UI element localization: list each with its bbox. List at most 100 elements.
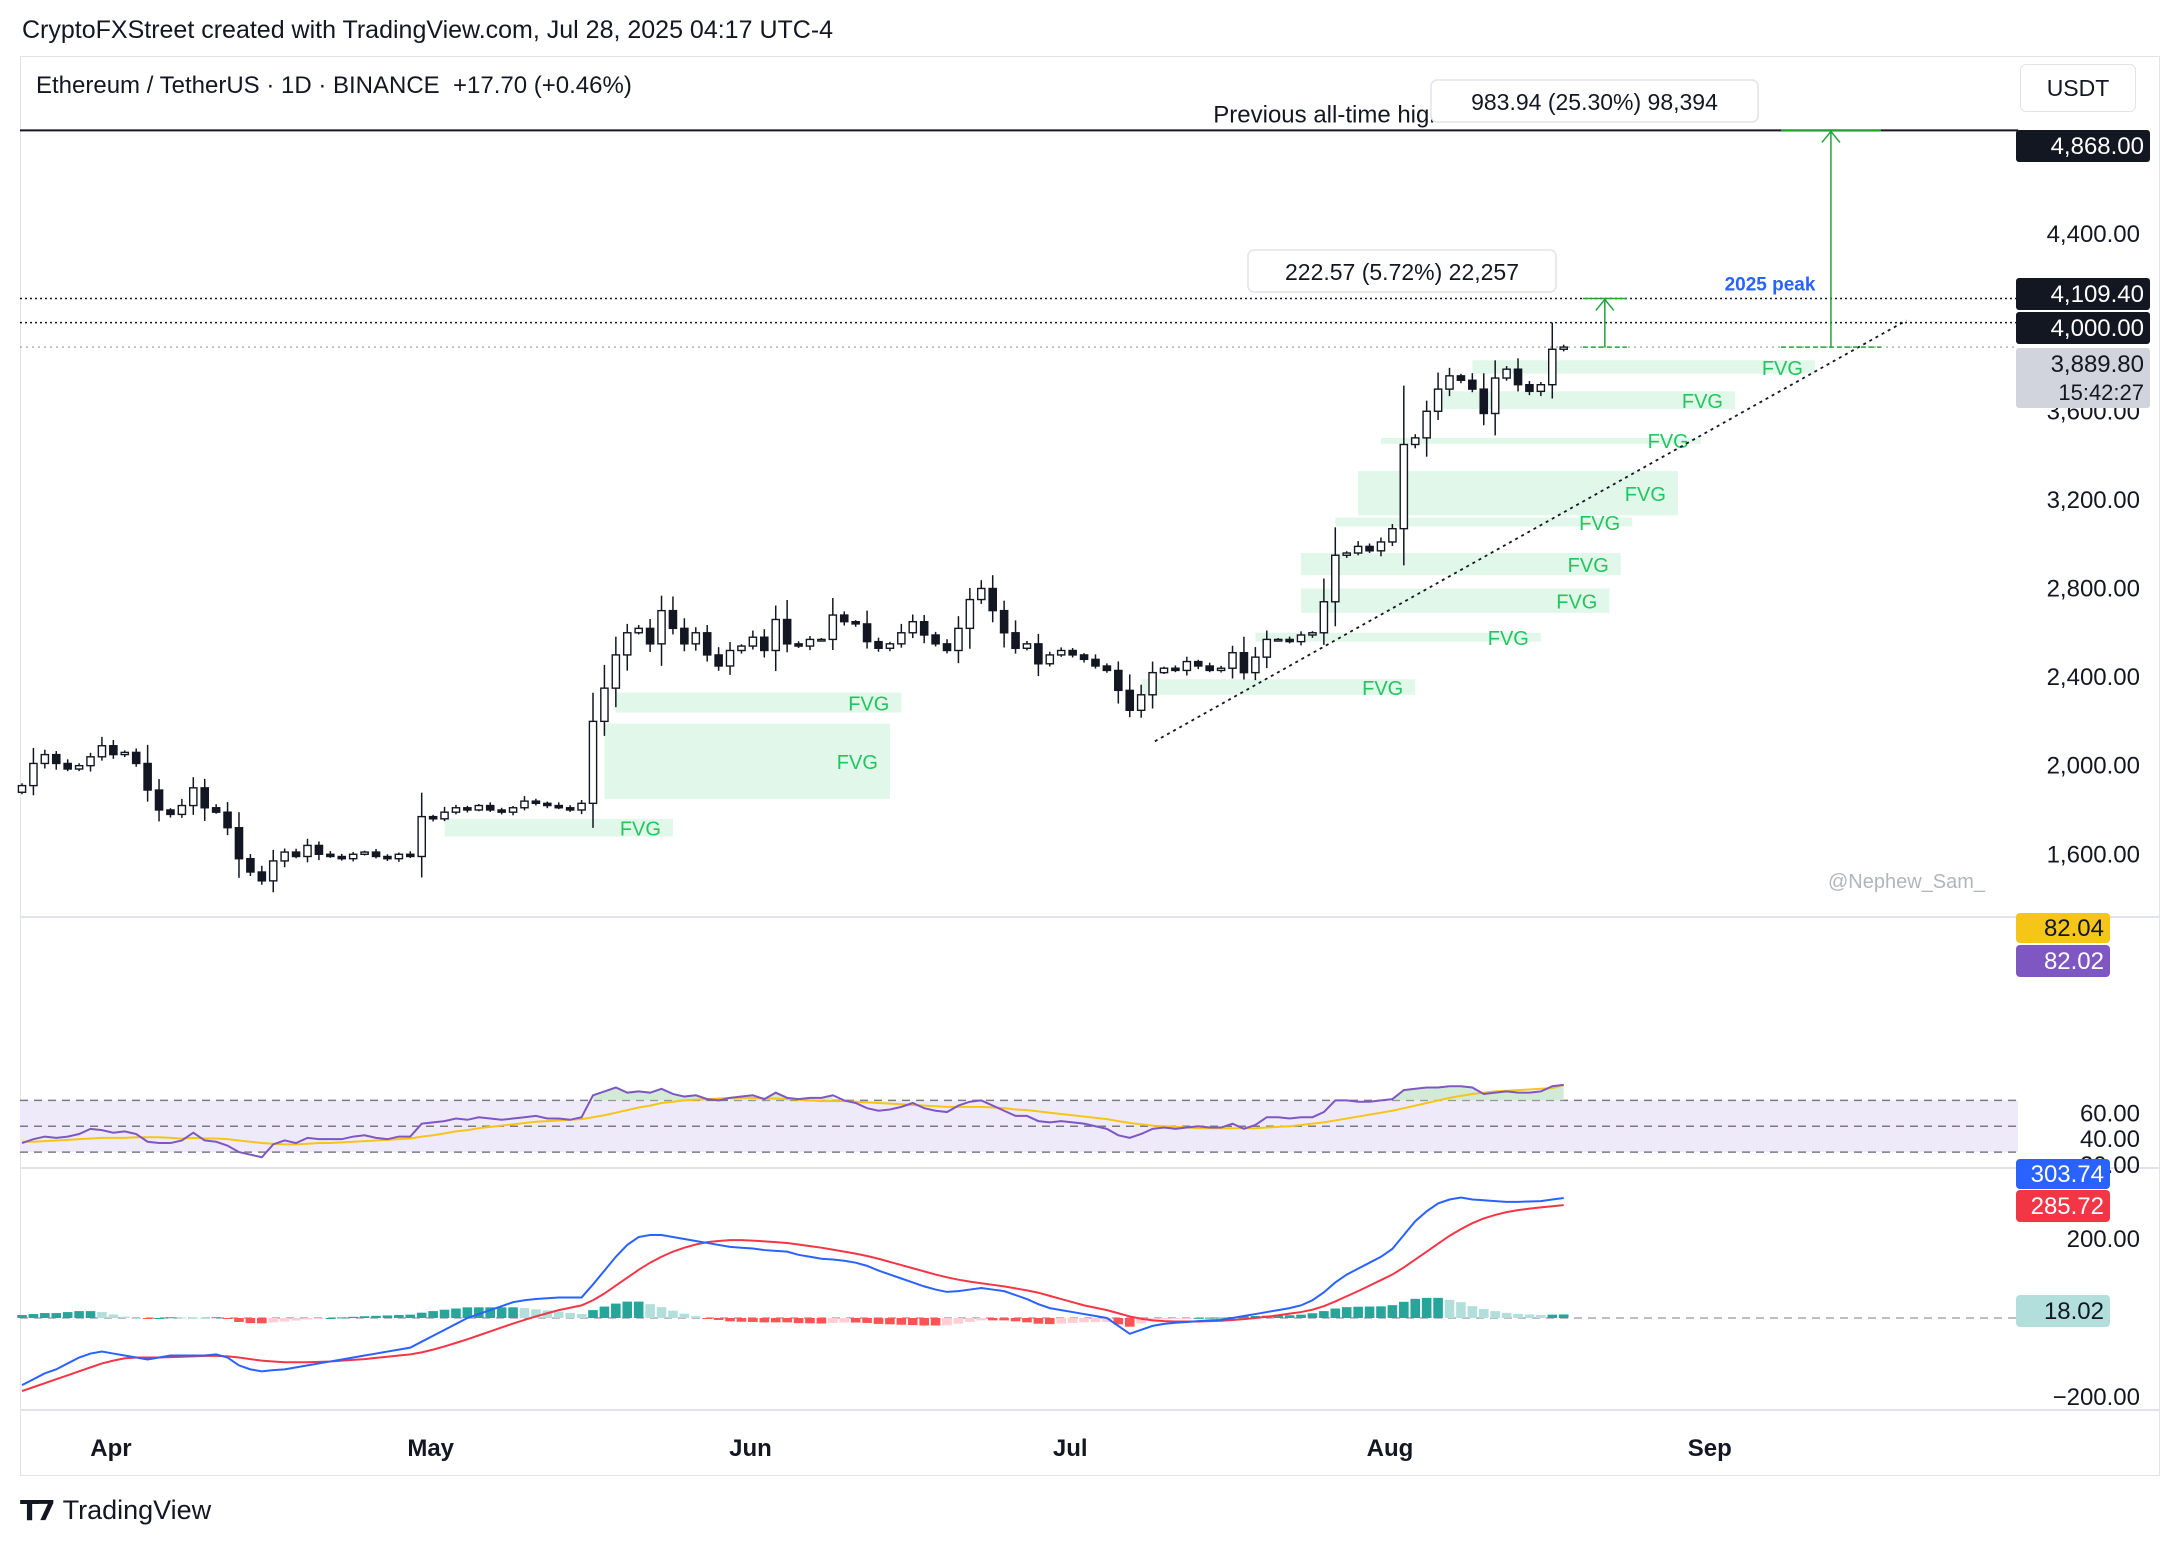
candle-body-down [1525, 383, 1534, 393]
candle-body-down [554, 804, 564, 809]
macd-histogram-bar [1182, 1318, 1192, 1319]
macd-histogram-bar [268, 1318, 279, 1323]
badge-rsi: 82.02 [2016, 945, 2110, 977]
candle-body-down [1193, 660, 1203, 667]
candle [611, 636, 621, 708]
fvg-rect [1472, 360, 1815, 374]
candle [497, 807, 506, 815]
macd-histogram-bar [588, 1310, 598, 1318]
candle-body-down [760, 636, 769, 652]
candle-body-down [565, 807, 575, 811]
candle-body-up [954, 627, 963, 652]
candle [223, 802, 232, 836]
macd-histogram-bar [165, 1317, 176, 1319]
fvg-zone: FVG [1301, 553, 1621, 577]
macd-histogram-bar [279, 1318, 290, 1322]
candle-body-down [782, 618, 792, 645]
candle [1159, 666, 1169, 674]
candle-body-up [817, 638, 826, 642]
candle-body-down [371, 851, 381, 858]
candle-body-up [1262, 638, 1272, 658]
candle [897, 623, 906, 648]
candle-body-down [234, 826, 244, 860]
candle-body-up [1342, 552, 1352, 556]
candle [1114, 661, 1123, 704]
fvg-rect [1255, 632, 1541, 642]
macd-histogram-bar [28, 1314, 39, 1318]
currency-button[interactable]: USDT [2020, 64, 2136, 112]
candle-body-down [1125, 689, 1135, 711]
macd-histogram-bar [119, 1316, 130, 1318]
candle [348, 852, 358, 862]
candle [1342, 551, 1352, 558]
candle-body-up [1022, 643, 1032, 649]
ath-label: Previous all-time high [1213, 101, 1442, 128]
macd-histogram-bar [1284, 1315, 1295, 1318]
ascending-trendline [1154, 319, 1907, 743]
macd-histogram-bar [576, 1314, 587, 1318]
fvg-label: FVG [1568, 555, 1609, 577]
macd-histogram-bar [828, 1318, 838, 1323]
macd-histogram-bar [85, 1311, 96, 1318]
footer-brand[interactable]: T7 TradingView [20, 1494, 211, 1527]
candle-body-down [326, 853, 335, 858]
candle [1479, 373, 1489, 426]
candle [1102, 663, 1112, 673]
macd-histogram-bar [1558, 1314, 1569, 1318]
macd-histogram-bar [1079, 1318, 1089, 1323]
candle [177, 798, 187, 818]
rsi-tick-label: 40.00 [2080, 1126, 2140, 1153]
macd-histogram-bar [314, 1318, 324, 1319]
macd-histogram-bar [1113, 1318, 1124, 1325]
candle-body-up [897, 632, 906, 645]
fvg-rect [615, 692, 902, 713]
macd-histogram-bar [839, 1318, 850, 1323]
candle-body-up [120, 751, 130, 756]
fvg-zone: FVG [1301, 588, 1610, 614]
fvg-label: FVG [848, 694, 889, 716]
badge-rsi-ma-text: 82.04 [2044, 915, 2104, 942]
badge-last-price-text: 3,889.80 [2051, 351, 2144, 378]
symbol-name[interactable]: Ethereum / TetherUS · 1D · BINANCE [36, 72, 440, 99]
fvg-label: FVG [620, 819, 661, 841]
badge-rsi-ma: 82.04 [2016, 913, 2110, 943]
macd-histogram-bar [1056, 1318, 1067, 1324]
symbol-legend[interactable]: Ethereum / TetherUS · 1D · BINANCE +17.7… [36, 72, 632, 100]
candle [976, 580, 986, 604]
macd-histogram-bar [108, 1314, 119, 1318]
macd-histogram-bar [770, 1318, 781, 1323]
candle-body-down [1479, 388, 1489, 415]
badge-rsi-ma-bg [2016, 913, 2110, 943]
macd-histogram-bar [919, 1318, 929, 1326]
candle-body-up [725, 649, 735, 667]
candle-body-up [1490, 377, 1500, 415]
arrow-head-icon [1595, 298, 1615, 311]
candle-body-up [348, 853, 358, 860]
fvg-zone: FVG [1438, 391, 1735, 413]
candle-body-down [246, 858, 255, 873]
candle-body-down [143, 762, 152, 791]
badge-macd: 303.74 [2016, 1159, 2110, 1189]
macd-histogram-bar [508, 1307, 518, 1318]
macd-histogram-bar [1501, 1312, 1512, 1318]
candle-body-down [1034, 643, 1043, 665]
candle [268, 849, 278, 893]
candle [200, 778, 210, 821]
candle [817, 638, 826, 642]
candle-body-up [1502, 368, 1511, 379]
candle [326, 851, 335, 858]
candle [1148, 661, 1157, 709]
candle [577, 800, 586, 815]
macd-histogram-bar [1022, 1318, 1032, 1323]
candle-body-down [543, 802, 552, 807]
macd-histogram-bar [999, 1318, 1009, 1321]
candle [109, 739, 118, 759]
macd-histogram-bar [656, 1307, 667, 1318]
candle [303, 838, 312, 863]
measure-label: 983.94 (25.30%) 98,394 [1471, 89, 1718, 115]
candle-body-up [451, 807, 461, 813]
macd-histogram-bar [1399, 1301, 1409, 1318]
candle [1308, 631, 1317, 638]
candle [622, 623, 632, 671]
